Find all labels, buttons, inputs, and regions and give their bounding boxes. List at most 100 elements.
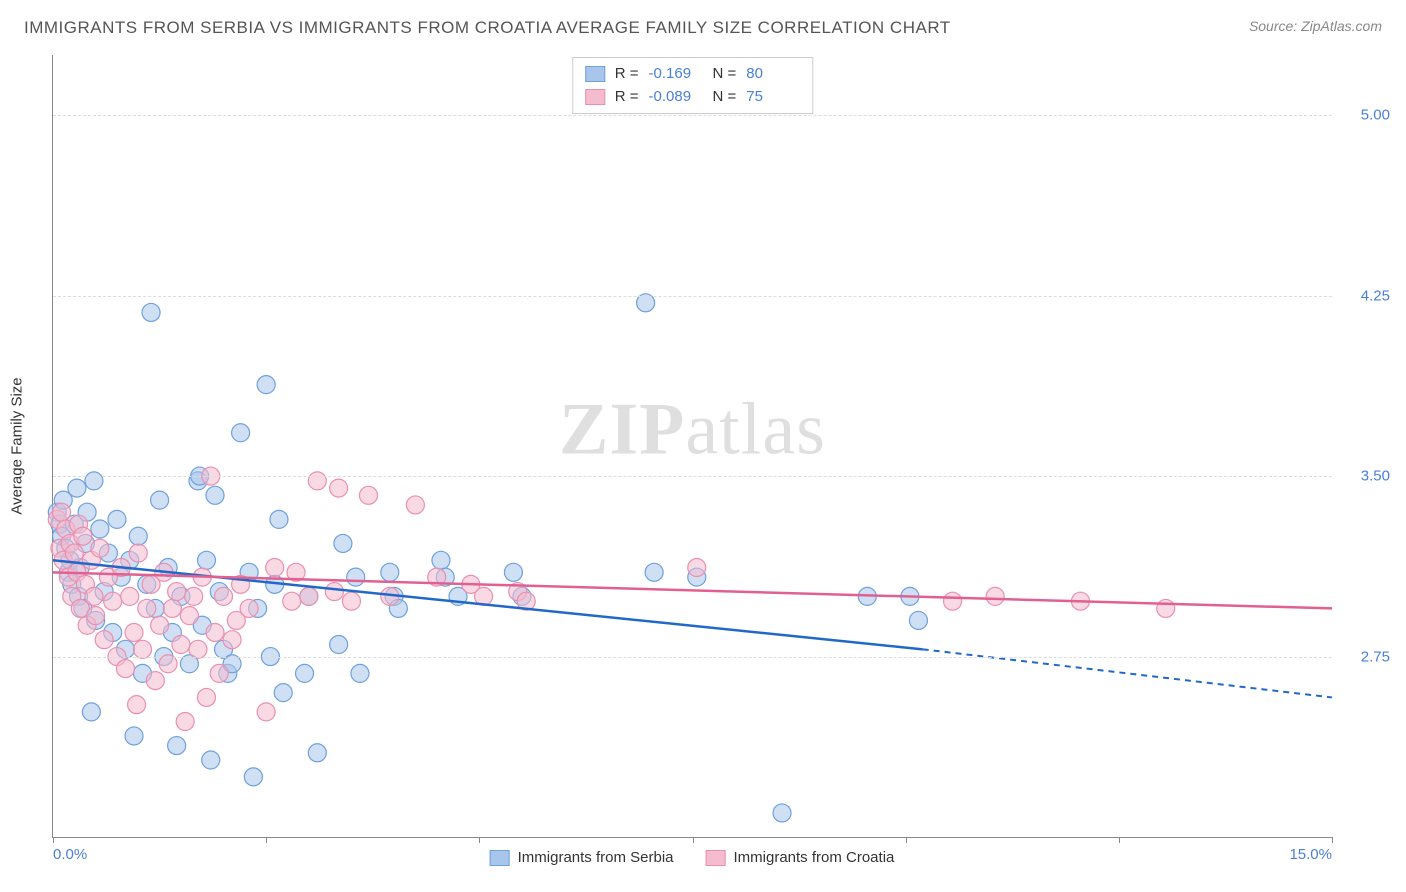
scatter-point <box>347 568 365 586</box>
scatter-point <box>359 486 377 504</box>
scatter-point <box>206 486 224 504</box>
legend-item: Immigrants from Serbia <box>490 849 674 866</box>
scatter-point <box>108 510 126 528</box>
scatter-point <box>82 703 100 721</box>
gridline <box>53 657 1332 658</box>
scatter-point <box>87 607 105 625</box>
y-tick-label: 4.25 <box>1361 287 1390 304</box>
scatter-point <box>773 804 791 822</box>
scatter-point <box>342 592 360 610</box>
stats-legend: R =-0.169N =80R =-0.089N =75 <box>572 57 814 114</box>
scatter-point <box>151 491 169 509</box>
stat-n-value: 75 <box>746 86 800 109</box>
scatter-point <box>257 703 275 721</box>
stat-r-label: R = <box>615 86 639 109</box>
legend-swatch <box>585 89 605 105</box>
scatter-point <box>128 696 146 714</box>
legend-label: Immigrants from Serbia <box>518 849 674 866</box>
stat-r-value: -0.169 <box>649 63 703 86</box>
plot-area: Average Family Size ZIPatlas R =-0.169N … <box>52 55 1332 838</box>
scatter-point <box>330 636 348 654</box>
legend-item: Immigrants from Croatia <box>706 849 895 866</box>
x-tick <box>266 837 267 843</box>
scatter-point <box>944 592 962 610</box>
scatter-point <box>381 563 399 581</box>
scatter-point <box>274 684 292 702</box>
scatter-point <box>104 592 122 610</box>
gridline <box>53 476 1332 477</box>
y-tick-label: 3.50 <box>1361 468 1390 485</box>
scatter-point <box>334 534 352 552</box>
scatter-point <box>95 631 113 649</box>
x-tick <box>693 837 694 843</box>
scatter-point <box>185 587 203 605</box>
scatter-point <box>270 510 288 528</box>
scatter-point <box>121 587 139 605</box>
scatter-point <box>129 544 147 562</box>
scatter-point <box>909 611 927 629</box>
scatter-point <box>432 551 450 569</box>
stat-n-label: N = <box>713 63 737 86</box>
scatter-point <box>351 664 369 682</box>
scatter-point <box>65 544 83 562</box>
scatter-point <box>1157 599 1175 617</box>
scatter-point <box>142 303 160 321</box>
scatter-point <box>176 713 194 731</box>
y-tick-label: 2.75 <box>1361 648 1390 665</box>
scatter-point <box>125 623 143 641</box>
scatter-point <box>206 623 224 641</box>
x-tick-label: 0.0% <box>53 846 87 863</box>
scatter-point <box>215 587 233 605</box>
scatter-point <box>688 559 706 577</box>
scatter-point <box>85 587 103 605</box>
legend-swatch <box>490 850 510 866</box>
scatter-point <box>125 727 143 745</box>
plot-svg <box>53 55 1332 837</box>
chart-area: Average Family Size ZIPatlas R =-0.169N … <box>52 55 1332 838</box>
scatter-point <box>168 583 186 601</box>
scatter-point <box>300 587 318 605</box>
x-tick <box>479 837 480 843</box>
scatter-point <box>116 660 134 678</box>
scatter-point <box>138 599 156 617</box>
source-credit: Source: ZipAtlas.com <box>1249 18 1382 34</box>
x-tick <box>906 837 907 843</box>
scatter-point <box>168 737 186 755</box>
scatter-point <box>129 527 147 545</box>
stat-n-label: N = <box>713 86 737 109</box>
scatter-point <box>308 744 326 762</box>
scatter-point <box>197 688 215 706</box>
scatter-point <box>151 616 169 634</box>
stats-row: R = -0.089 N = 75 <box>585 86 801 109</box>
scatter-point <box>210 664 228 682</box>
x-tick <box>1332 837 1333 843</box>
scatter-point <box>91 520 109 538</box>
scatter-point <box>172 636 190 654</box>
scatter-point <box>232 424 250 442</box>
scatter-point <box>180 607 198 625</box>
y-tick-label: 5.00 <box>1361 107 1390 124</box>
scatter-point <box>91 539 109 557</box>
x-tick-label: 15.0% <box>1289 846 1332 863</box>
scatter-point <box>257 376 275 394</box>
scatter-point <box>406 496 424 514</box>
scatter-point <box>986 587 1004 605</box>
scatter-point <box>244 768 262 786</box>
y-axis-label: Average Family Size <box>9 377 26 514</box>
scatter-point <box>330 479 348 497</box>
scatter-point <box>223 631 241 649</box>
gridline <box>53 115 1332 116</box>
legend-label: Immigrants from Croatia <box>734 849 895 866</box>
scatter-point <box>163 599 181 617</box>
legend-swatch <box>706 850 726 866</box>
scatter-point <box>296 664 314 682</box>
stats-row: R =-0.169N =80 <box>585 63 801 86</box>
chart-title: IMMIGRANTS FROM SERBIA VS IMMIGRANTS FRO… <box>24 18 951 38</box>
scatter-point <box>202 751 220 769</box>
stat-r-value: -0.089 <box>649 86 703 109</box>
scatter-point <box>240 599 258 617</box>
scatter-point <box>74 527 92 545</box>
scatter-point <box>197 551 215 569</box>
gridline <box>53 296 1332 297</box>
scatter-point <box>53 503 71 521</box>
